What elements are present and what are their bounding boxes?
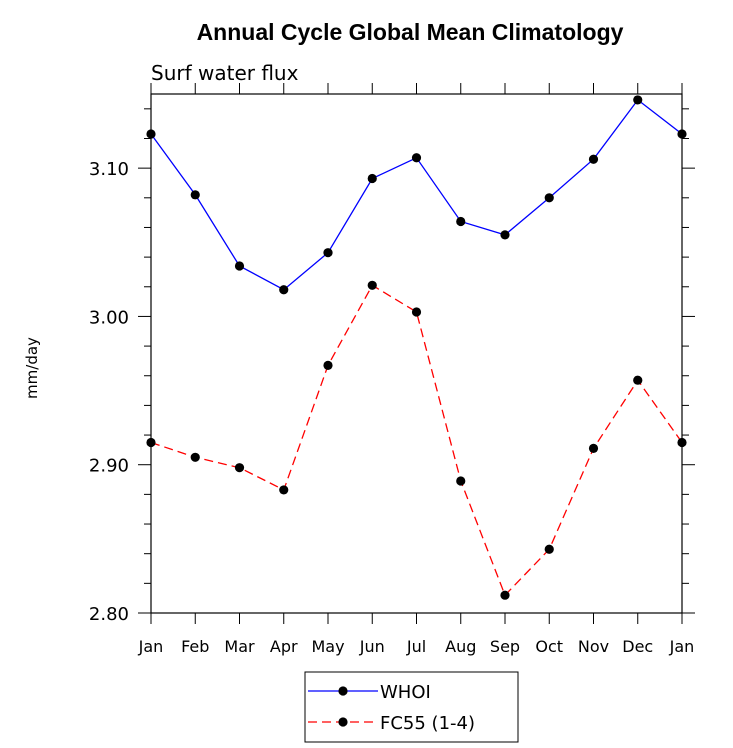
x-tick-label: Feb bbox=[181, 637, 209, 656]
x-tick-label: Jul bbox=[406, 637, 426, 656]
x-tick-label: Nov bbox=[578, 637, 609, 656]
x-tick-label: Jan bbox=[138, 637, 164, 656]
legend-marker-whoi bbox=[338, 686, 348, 696]
series-1-point bbox=[633, 375, 643, 385]
series-0-point bbox=[544, 193, 554, 203]
series-0-point bbox=[279, 285, 289, 295]
series-0-point bbox=[146, 129, 156, 139]
series-1-point bbox=[234, 463, 245, 473]
series-1-point bbox=[500, 590, 510, 600]
x-tick-label: Jan bbox=[669, 637, 695, 656]
x-tick-label: Jun bbox=[359, 637, 385, 656]
series-0-point bbox=[190, 190, 200, 200]
series-0-point bbox=[677, 129, 687, 139]
legend-label-fc55: FC55 (1-4) bbox=[380, 713, 475, 734]
chart-title: Annual Cycle Global Mean Climatology bbox=[197, 19, 624, 45]
series-0-point bbox=[234, 261, 245, 271]
y-tick-label: 2.90 bbox=[89, 456, 129, 477]
y-tick-labels: 2.80 2.90 3.00 3.10 bbox=[89, 159, 129, 625]
series-line-1 bbox=[150, 284, 683, 597]
x-tick-labels: Jan Feb Mar Apr May Jun Jul Aug Sep Oct Nov Dec Jan bbox=[138, 637, 695, 656]
series-1-point bbox=[456, 476, 466, 486]
chart-subtitle: Surf water flux bbox=[151, 61, 299, 85]
series-1-point bbox=[544, 544, 554, 554]
legend-marker-fc55 bbox=[338, 717, 348, 727]
series-1-point bbox=[411, 307, 422, 317]
series-0-point bbox=[456, 216, 466, 227]
series-0-point bbox=[633, 95, 643, 105]
y-tick-label: 2.80 bbox=[89, 604, 129, 625]
series-0-point bbox=[500, 230, 510, 240]
x-tick-label: Apr bbox=[270, 637, 298, 656]
series-1-point bbox=[367, 280, 377, 290]
legend: WHOI FC55 (1-4) bbox=[304, 671, 519, 743]
x-tick-label: Oct bbox=[535, 637, 563, 656]
series-0-point bbox=[367, 173, 377, 184]
series-1-point bbox=[190, 452, 200, 462]
plot-frame bbox=[150, 93, 683, 614]
series-1-point bbox=[677, 437, 687, 448]
y-axis-label: mm/day bbox=[23, 337, 41, 399]
series-line-0 bbox=[150, 98, 683, 291]
series-1-point bbox=[323, 360, 333, 370]
legend-box bbox=[304, 671, 519, 743]
series-0-point bbox=[323, 248, 333, 258]
series-0-point bbox=[588, 154, 599, 164]
y-tick-label: 3.00 bbox=[89, 307, 129, 328]
series-layer bbox=[146, 95, 687, 600]
series-1-point bbox=[588, 443, 599, 454]
series-1-point bbox=[279, 485, 289, 495]
x-tick-label: May bbox=[311, 637, 344, 656]
x-tick-label: Dec bbox=[622, 637, 653, 656]
legend-label-whoi: WHOI bbox=[380, 682, 431, 703]
x-tick-label: Sep bbox=[490, 637, 520, 656]
x-tick-label: Aug bbox=[445, 637, 476, 656]
series-0-point bbox=[411, 153, 422, 163]
y-tick-label: 3.10 bbox=[89, 159, 129, 180]
x-tick-label: Mar bbox=[224, 637, 255, 656]
series-1-point bbox=[146, 437, 156, 448]
axis-ticks bbox=[138, 83, 695, 624]
